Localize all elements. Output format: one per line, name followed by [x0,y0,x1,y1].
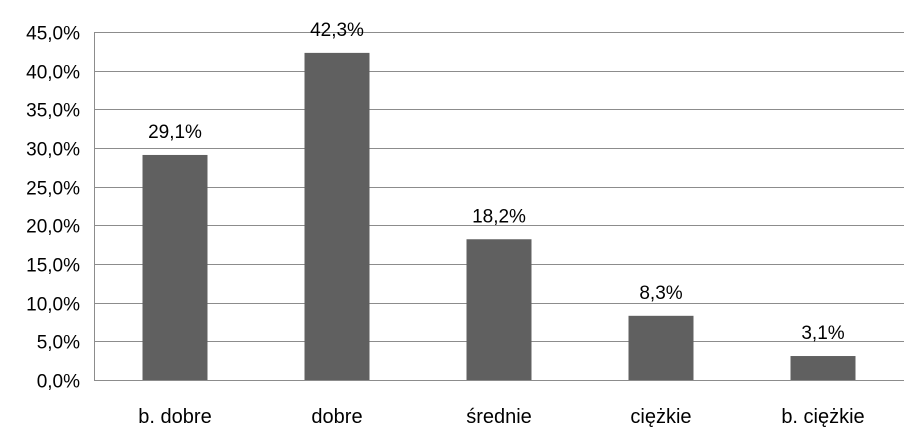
bar [304,52,370,380]
y-tick-label: 25,0% [26,179,80,200]
bar [790,356,856,380]
bars [142,52,856,380]
gridlines [94,32,904,381]
y-tick-label: 45,0% [26,24,80,45]
y-tick-label: 35,0% [26,101,80,122]
category-label: średnie [466,406,532,428]
x-axis-category-labels: b. dobre dobre średnie ciężkie b. ciężkie [138,406,864,428]
data-label: 8,3% [639,283,682,304]
category-label: ciężkie [630,406,691,428]
y-tick-label: 30,0% [26,140,80,161]
y-tick-label: 20,0% [26,217,80,238]
y-tick-label: 0,0% [37,372,80,393]
category-label: b. ciężkie [781,406,864,428]
category-label: dobre [311,406,362,428]
y-tick-label: 10,0% [26,295,80,316]
category-label: b. dobre [138,406,211,428]
y-tick-label: 40,0% [26,63,80,84]
data-label: 29,1% [148,122,202,143]
bar [466,239,532,380]
y-tick-label: 5,0% [37,333,80,354]
data-labels: 29,1% 42,3% 18,2% 8,3% 3,1% [148,20,845,344]
bar [142,154,208,380]
data-label: 42,3% [310,20,364,41]
data-label: 18,2% [472,206,526,227]
bar [628,315,694,380]
y-axis-tick-labels: 0,0% 5,0% 10,0% 15,0% 20,0% 25,0% 30,0% 35,0% 40… [26,24,80,393]
y-tick-label: 15,0% [26,256,80,277]
data-label: 3,1% [801,323,844,344]
